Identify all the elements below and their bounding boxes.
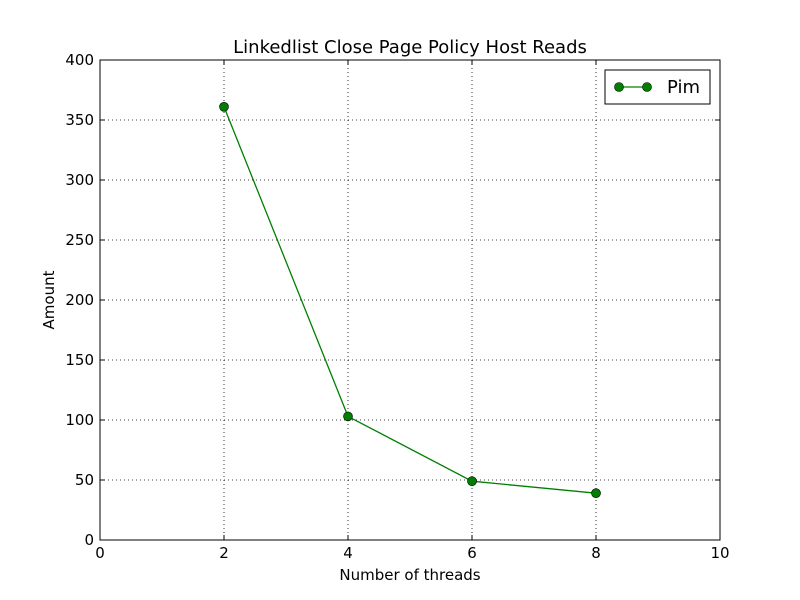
x-tick-label: 0: [95, 544, 105, 562]
x-tick-label: 6: [467, 544, 477, 562]
x-tick-label: 8: [591, 544, 601, 562]
y-axis-label: Amount: [40, 270, 58, 329]
chart-title: Linkedlist Close Page Policy Host Reads: [233, 37, 587, 58]
x-tick-label: 4: [343, 544, 353, 562]
y-tick-label: 50: [75, 471, 94, 489]
x-tick-label: 10: [710, 544, 729, 562]
data-point: [591, 488, 601, 499]
data-point: [467, 476, 477, 487]
series-line: [223, 106, 597, 494]
y-tick-label: 200: [65, 291, 94, 309]
x-axis-label: Number of threads: [339, 566, 480, 584]
legend: Pim: [604, 69, 711, 105]
data-point: [219, 102, 229, 112]
series-group: [219, 102, 601, 499]
legend-marker: [614, 82, 624, 92]
y-tick-label: 400: [65, 51, 94, 69]
legend-marker: [642, 82, 652, 92]
y-tick-label: 0: [84, 531, 94, 549]
grid: [100, 60, 720, 540]
data-point: [343, 411, 353, 422]
y-tick-label: 300: [65, 171, 94, 189]
y-tick-label: 350: [65, 111, 94, 129]
y-tick-label: 250: [65, 231, 94, 249]
y-tick-label: 150: [65, 351, 94, 369]
legend-label: Pim: [667, 77, 700, 98]
y-tick-label: 100: [65, 411, 94, 429]
x-tick-label: 2: [219, 544, 229, 562]
